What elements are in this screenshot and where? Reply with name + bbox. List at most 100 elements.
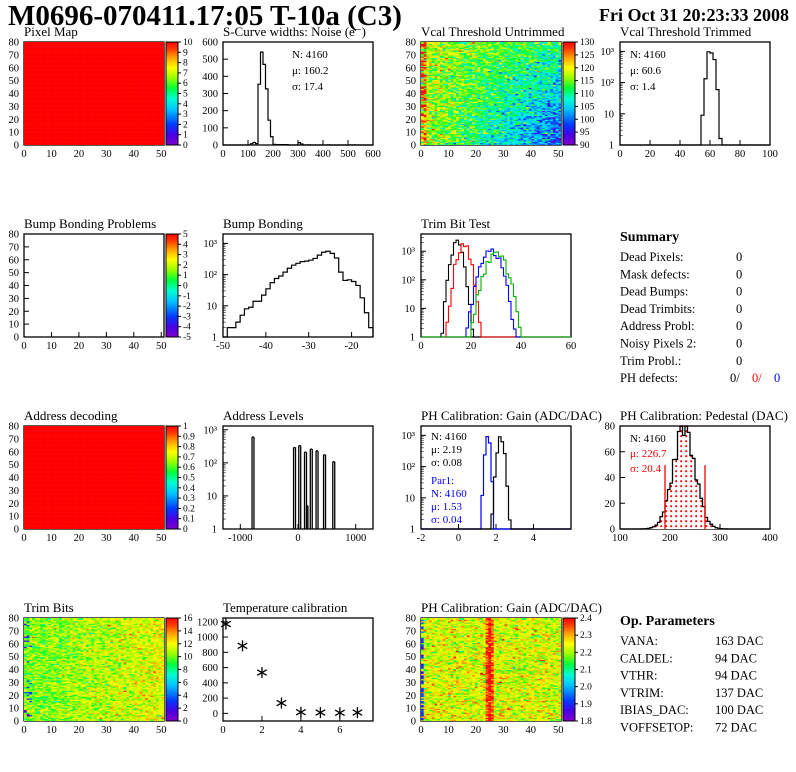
svg-text:0: 0 [183, 525, 188, 535]
svg-text:120: 120 [580, 64, 595, 74]
svg-text:0/: 0/ [730, 371, 740, 385]
svg-text:2: 2 [183, 120, 188, 130]
svg-text:σ: 20.4: σ: 20.4 [630, 463, 661, 475]
svg-text:σ: 0.04: σ: 0.04 [431, 514, 462, 526]
svg-text:20: 20 [645, 149, 656, 160]
svg-text:0: 0 [736, 267, 742, 281]
svg-text:40: 40 [675, 149, 686, 160]
svg-text:20: 20 [471, 149, 482, 160]
svg-text:Dead Bumps:: Dead Bumps: [620, 285, 688, 299]
svg-text:40: 40 [516, 341, 527, 352]
svg-text:60: 60 [406, 639, 417, 650]
svg-text:1: 1 [410, 333, 415, 344]
svg-text:40: 40 [129, 533, 140, 544]
svg-text:-50: -50 [216, 341, 230, 352]
svg-text:0: 0 [14, 333, 19, 344]
svg-text:80: 80 [406, 614, 417, 625]
svg-text:40: 40 [406, 89, 417, 100]
svg-text:4: 4 [531, 533, 537, 544]
svg-text:60: 60 [9, 255, 20, 266]
svg-text:Address Probl:: Address Probl: [620, 319, 695, 333]
svg-text:0: 0 [213, 709, 218, 720]
svg-text:Summary: Summary [620, 230, 679, 245]
svg-text:30: 30 [406, 102, 417, 113]
svg-text:20: 20 [74, 149, 85, 160]
svg-text:N: 4160: N: 4160 [431, 431, 467, 443]
svg-text:0: 0 [418, 341, 423, 352]
svg-text:60: 60 [406, 63, 417, 74]
svg-text:50: 50 [9, 460, 20, 471]
svg-text:2: 2 [183, 704, 188, 714]
svg-text:40: 40 [9, 665, 20, 676]
svg-text:50: 50 [553, 725, 564, 736]
svg-text:80: 80 [735, 149, 746, 160]
svg-text:60: 60 [605, 447, 616, 458]
svg-text:2.1: 2.1 [580, 666, 592, 676]
svg-text:μ: 226.7: μ: 226.7 [630, 448, 667, 460]
svg-text:10²: 10² [401, 275, 415, 286]
svg-text:μ: 1.53: μ: 1.53 [431, 501, 462, 513]
svg-text:0: 0 [736, 319, 742, 333]
svg-text:10: 10 [443, 149, 454, 160]
svg-text:-2: -2 [417, 533, 426, 544]
svg-text:Bump Bonding: Bump Bonding [223, 216, 303, 231]
svg-text:12: 12 [183, 640, 193, 650]
svg-text:0.5: 0.5 [183, 474, 195, 484]
svg-text:0: 0 [617, 149, 622, 160]
svg-text:300: 300 [290, 149, 306, 160]
svg-text:14: 14 [183, 627, 193, 637]
svg-text:8: 8 [183, 666, 188, 676]
svg-text:20: 20 [9, 307, 20, 318]
svg-text:Pixel Map: Pixel Map [24, 24, 78, 39]
svg-text:30: 30 [9, 102, 20, 113]
svg-text:0: 0 [14, 141, 19, 152]
svg-text:5: 5 [183, 90, 188, 100]
svg-text:0.1: 0.1 [183, 515, 195, 525]
svg-text:0: 0 [220, 149, 225, 160]
svg-text:0: 0 [14, 525, 19, 536]
svg-text:0: 0 [610, 525, 615, 536]
svg-text:600: 600 [202, 38, 218, 49]
svg-text:0.2: 0.2 [183, 504, 195, 514]
svg-text:300: 300 [712, 533, 728, 544]
svg-text:1.9: 1.9 [580, 700, 592, 710]
svg-text:400: 400 [762, 533, 778, 544]
svg-text:125: 125 [580, 51, 595, 61]
svg-text:N: 4160: N: 4160 [292, 49, 328, 61]
svg-text:VOFFSETOP:: VOFFSETOP: [620, 721, 693, 735]
svg-text:10: 10 [183, 653, 193, 663]
svg-text:40: 40 [526, 725, 537, 736]
svg-text:40: 40 [526, 149, 537, 160]
svg-text:1: 1 [183, 271, 188, 281]
svg-text:0: 0 [774, 371, 780, 385]
svg-text:1: 1 [410, 525, 415, 536]
svg-text:μ: 2.19: μ: 2.19 [431, 444, 462, 456]
svg-text:40: 40 [129, 149, 140, 160]
svg-text:40: 40 [605, 473, 616, 484]
svg-text:110: 110 [580, 90, 594, 100]
svg-text:Vcal Threshold Untrimmed: Vcal Threshold Untrimmed [421, 24, 565, 39]
svg-text:0: 0 [736, 337, 742, 351]
svg-text:Trim Bit Test: Trim Bit Test [421, 216, 491, 231]
svg-text:-20: -20 [345, 341, 359, 352]
svg-text:1: 1 [212, 525, 217, 536]
svg-text:400: 400 [202, 72, 218, 83]
svg-text:10: 10 [405, 493, 416, 504]
svg-text:10²: 10² [600, 78, 614, 89]
svg-text:Fri Oct 31 20:23:33 2008: Fri Oct 31 20:23:33 2008 [599, 5, 789, 25]
svg-text:VANA:: VANA: [620, 634, 658, 648]
svg-text:50: 50 [9, 76, 20, 87]
svg-text:40: 40 [406, 665, 417, 676]
svg-text:3: 3 [183, 251, 188, 261]
svg-text:-5: -5 [183, 333, 191, 343]
svg-text:1000: 1000 [345, 533, 366, 544]
svg-text:0.7: 0.7 [183, 453, 195, 463]
svg-text:0: 0 [21, 725, 26, 736]
svg-text:130: 130 [580, 38, 595, 48]
svg-text:10: 10 [46, 149, 57, 160]
svg-text:σ: 17.4: σ: 17.4 [292, 81, 323, 93]
svg-text:50: 50 [9, 268, 20, 279]
svg-text:200: 200 [202, 694, 218, 705]
svg-text:100: 100 [240, 149, 256, 160]
svg-text:80: 80 [9, 230, 20, 241]
